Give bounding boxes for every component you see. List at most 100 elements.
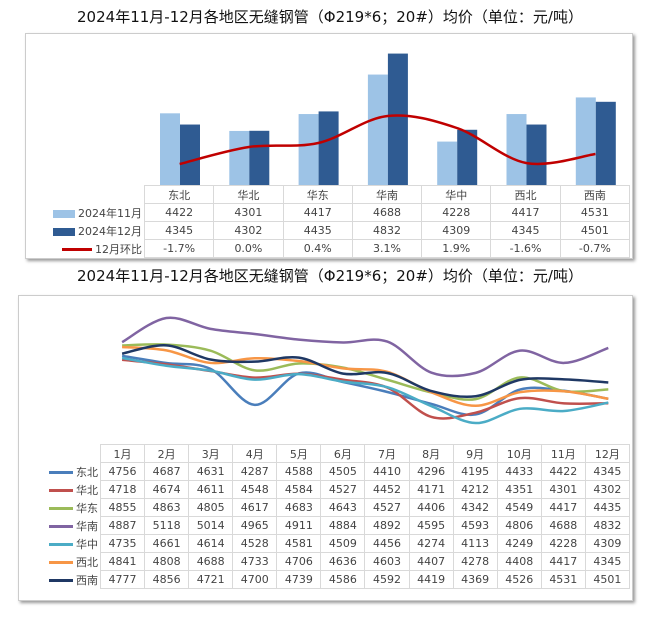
chart2-data-table: 1月 2月 3月 4月 5月 6月 7月 8月 9月 10月 11月 12月 东北 4756 4687 463… — [44, 444, 631, 589]
legend-label: 华南 — [76, 519, 98, 533]
table-cell: 1.9% — [421, 239, 492, 258]
table-cell: 4631 — [188, 462, 234, 481]
table-cell: 4688 — [351, 203, 423, 222]
table-cell: 4735 — [99, 534, 146, 553]
line-西南 — [121, 344, 609, 399]
legend-label: 西南 — [76, 573, 98, 587]
table-cell: 4911 — [276, 516, 322, 535]
table-cell: 4617 — [232, 498, 278, 517]
table-cell: 4892 — [364, 516, 410, 535]
table-cell: 4278 — [452, 552, 498, 571]
table-cell: 4351 — [496, 480, 542, 499]
table-cell: 4296 — [408, 462, 454, 481]
table-cell: 4342 — [452, 498, 498, 517]
legend-cell: 2024年11月 — [50, 204, 145, 222]
table-cell: 4841 — [99, 552, 146, 571]
bar-2024年12月-东北 — [180, 124, 200, 185]
table-cell: 4526 — [496, 570, 542, 589]
table-cell: 4417 — [540, 498, 586, 517]
table-cell: 4345 — [584, 552, 631, 571]
legend-label: 2024年12月 — [78, 224, 142, 238]
table-cell: 4808 — [144, 552, 190, 571]
table-cell: 0.4% — [282, 239, 353, 258]
table-cell: 7月 — [364, 444, 410, 463]
table-cell: -1.6% — [490, 239, 561, 258]
table-cell: 4733 — [232, 552, 278, 571]
table-cell: 4228 — [540, 534, 586, 553]
table-cell: 5014 — [188, 516, 234, 535]
table-cell: 4548 — [232, 480, 278, 499]
table-cell: 4614 — [188, 534, 234, 553]
table-cell: 4287 — [232, 462, 278, 481]
legend-swatch — [53, 227, 75, 236]
bar-2024年11月-华中 — [437, 141, 458, 185]
table-cell: 4527 — [364, 498, 410, 517]
chart1-title: 2024年11月-12月各地区无缝钢管（Φ219*6；20#）均价（单位：元/吨… — [77, 8, 583, 26]
table-cell: 4683 — [276, 498, 322, 517]
bar-2024年12月-西南 — [595, 101, 616, 185]
table-cell: 4419 — [408, 570, 454, 589]
table-cell: 4805 — [188, 498, 234, 517]
table-cell: 华北 — [213, 185, 284, 204]
table-cell: 4501 — [584, 570, 631, 589]
legend-swatch — [62, 248, 92, 251]
bar-2024年11月-华东 — [298, 114, 319, 185]
legend-label: 2024年11月 — [78, 206, 142, 220]
legend-cell: 东北 — [44, 463, 101, 481]
table-cell: 4588 — [276, 462, 322, 481]
table-cell: 4435 — [584, 498, 631, 517]
table-cell: 5118 — [144, 516, 190, 535]
legend-label: 华北 — [76, 483, 98, 497]
table-cell: 4611 — [188, 480, 234, 499]
table-cell: 3.1% — [351, 239, 423, 258]
table-cell: 11月 — [540, 444, 586, 463]
table-cell: 4417 — [540, 552, 586, 571]
legend-label: 12月环比 — [95, 242, 142, 256]
legend-swatch — [49, 471, 73, 474]
legend-cell: 华南 — [44, 517, 101, 535]
table-cell: 4593 — [452, 516, 498, 535]
table-cell: 4688 — [540, 516, 586, 535]
table-cell: 4777 — [99, 570, 146, 589]
table-cell: -1.7% — [143, 239, 215, 258]
legend-cell: 西南 — [44, 571, 101, 589]
table-cell: 4456 — [364, 534, 410, 553]
bar-2024年12月-西北 — [526, 124, 547, 185]
line-华中 — [121, 356, 609, 425]
table-cell: 4345 — [584, 462, 631, 481]
legend-cell — [44, 445, 101, 463]
line-华南 — [121, 316, 609, 378]
table-cell: 4643 — [320, 498, 366, 517]
legend-cell: 12月环比 — [50, 240, 145, 258]
table-cell: 4113 — [452, 534, 498, 553]
bar-2024年12月-华北 — [249, 130, 270, 185]
bar-2024年11月-华北 — [229, 130, 250, 185]
legend-cell: 2024年12月 — [50, 222, 145, 240]
table-cell: 4592 — [364, 570, 410, 589]
table-cell: 3月 — [188, 444, 234, 463]
table-cell: 4706 — [276, 552, 322, 571]
table-cell: 4433 — [496, 462, 542, 481]
legend-swatch — [49, 507, 73, 510]
legend-cell: 华中 — [44, 535, 101, 553]
table-cell: 4856 — [144, 570, 190, 589]
table-cell: 4700 — [232, 570, 278, 589]
table-cell: 4309 — [584, 534, 631, 553]
table-cell: 1月 — [99, 444, 146, 463]
legend-cell: 华北 — [44, 481, 101, 499]
table-cell: 5月 — [276, 444, 322, 463]
table-cell: 4249 — [496, 534, 542, 553]
table-cell: 4887 — [99, 516, 146, 535]
table-cell: 4855 — [99, 498, 146, 517]
table-cell: 4509 — [320, 534, 366, 553]
table-cell: 4661 — [144, 534, 190, 553]
legend-label: 华中 — [76, 537, 98, 551]
table-cell: 4月 — [232, 444, 278, 463]
legend-swatch — [49, 561, 73, 564]
table-cell: 8月 — [408, 444, 454, 463]
table-cell: 4369 — [452, 570, 498, 589]
legend-cell: 华东 — [44, 499, 101, 517]
table-cell: -0.7% — [559, 239, 631, 258]
table-cell: 华东 — [282, 185, 353, 204]
